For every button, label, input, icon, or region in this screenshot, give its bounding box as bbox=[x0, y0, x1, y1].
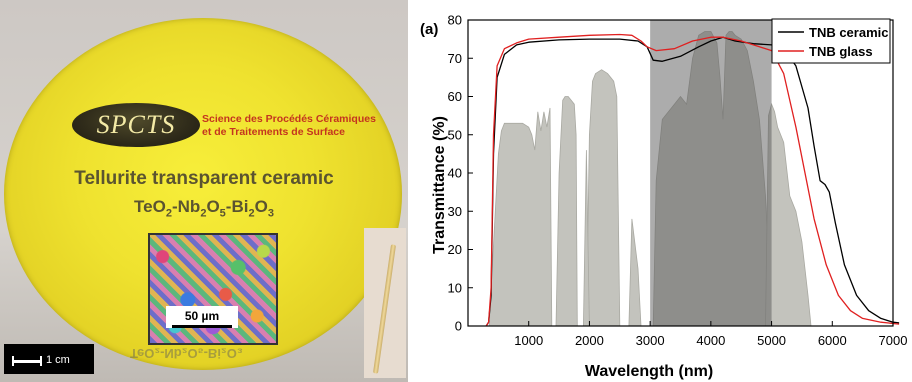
y-tick-label: 70 bbox=[448, 51, 462, 66]
formula-sub: 2 bbox=[200, 207, 207, 220]
microstructure-inset bbox=[148, 233, 278, 345]
atmospheric-window-band bbox=[555, 96, 578, 327]
ceramic-photo: SPCTS Science des Procédés Céramiques et… bbox=[0, 0, 408, 382]
y-tick-label: 0 bbox=[455, 319, 462, 334]
formula-sub: 2 bbox=[248, 207, 255, 220]
transmittance-chart: 1000 2000 3000 4000 5000 6000 7000 0 10 20 30 40 50… bbox=[420, 13, 907, 381]
atmospheric-window-band bbox=[628, 218, 642, 327]
micro-scale-bar bbox=[172, 325, 232, 328]
x-tick-label: 2000 bbox=[575, 333, 604, 348]
y-tick-label: 80 bbox=[448, 13, 462, 28]
y-tick-label: 50 bbox=[448, 127, 462, 142]
shaded-mir-region bbox=[650, 20, 772, 326]
legend-label-glass: TNB glass bbox=[809, 44, 873, 59]
atmospheric-window-band bbox=[585, 69, 621, 327]
formula-part: -Bi bbox=[225, 197, 249, 216]
x-tick-label: 7000 bbox=[879, 333, 908, 348]
legend-box bbox=[771, 18, 891, 64]
chart-legend: TNB ceramic TNB glass bbox=[771, 18, 891, 64]
formula-reflection: TeO₂-Nb₂O₅-Bi₂O₃ bbox=[130, 346, 243, 361]
formula-part: O bbox=[206, 197, 220, 216]
y-tick-label: 10 bbox=[448, 280, 462, 295]
formula-part: -Nb bbox=[171, 197, 201, 216]
x-tick-label: 3000 bbox=[636, 333, 665, 348]
formula-part: TeO bbox=[134, 197, 166, 216]
y-tick-label: 20 bbox=[448, 242, 462, 257]
lab-name-line1: Science des Procédés Céramiques bbox=[202, 113, 376, 125]
legend-label-ceramic: TNB ceramic bbox=[809, 25, 888, 40]
ceramic-formula: TeO2-Nb2O5-Bi2O3 bbox=[0, 197, 408, 219]
formula-part: O bbox=[254, 197, 268, 216]
series-line-ceramic bbox=[485, 36, 900, 327]
x-tick-label: 6000 bbox=[818, 333, 847, 348]
series-line-glass bbox=[485, 33, 900, 327]
atmospheric-window-band bbox=[765, 102, 812, 327]
y-tick-label: 60 bbox=[448, 89, 462, 104]
lab-name-line2: et de Traitements de Surface bbox=[202, 126, 345, 138]
panel-label: (a) bbox=[420, 21, 438, 38]
y-tick-label: 30 bbox=[448, 204, 462, 219]
x-tick-label: 5000 bbox=[757, 333, 786, 348]
ceramic-caption: Tellurite transparent ceramic bbox=[74, 168, 334, 189]
transmittance-curves bbox=[485, 33, 900, 327]
y-axis-label: Transmittance (%) bbox=[431, 116, 448, 254]
cm-scale-box bbox=[4, 344, 94, 374]
y-axis-ticks: 0 10 20 30 40 50 60 70 80 bbox=[448, 13, 473, 334]
cm-scale-bar bbox=[12, 356, 42, 366]
y-tick-label: 40 bbox=[448, 166, 462, 181]
micro-scale-box bbox=[166, 306, 238, 328]
x-tick-label: 1000 bbox=[514, 333, 543, 348]
formula-sub: 5 bbox=[219, 207, 226, 220]
x-axis-label: Wavelength (nm) bbox=[585, 363, 713, 380]
formula-sub: 2 bbox=[165, 207, 172, 220]
cm-scale-label: 1 cm bbox=[46, 354, 70, 366]
spcts-logo-shape bbox=[72, 103, 200, 147]
spcts-logo-text: SPCTS bbox=[96, 110, 176, 139]
atmospheric-window-band bbox=[488, 107, 553, 327]
micro-scale-label: 50 µm bbox=[184, 309, 220, 323]
x-axis-ticks: 1000 2000 3000 4000 5000 6000 7000 bbox=[514, 321, 907, 348]
x-tick-label: 4000 bbox=[696, 333, 725, 348]
formula-sub: 3 bbox=[267, 207, 274, 220]
